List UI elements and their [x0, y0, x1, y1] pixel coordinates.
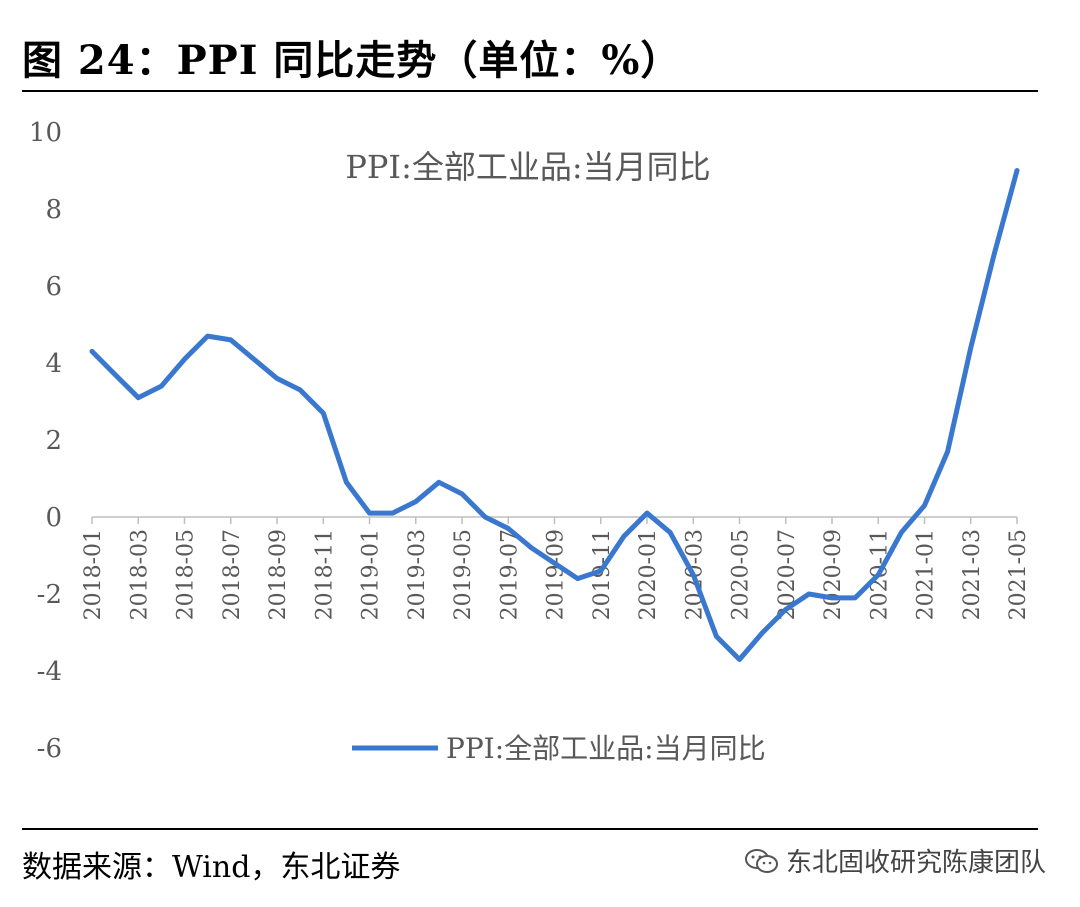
y-tick-label: -4 [37, 657, 62, 687]
legend-entry: PPI:全部工业品:当月同比 [446, 732, 766, 765]
x-tick-label: 2018-11 [312, 529, 337, 620]
x-tick-label: 2021-03 [960, 529, 985, 620]
wechat-icon [744, 848, 778, 873]
y-tick-label: 10 [29, 118, 62, 148]
y-tick-label: 4 [45, 349, 62, 379]
figure-title: 图 24：PPI 同比走势（单位：%） [22, 37, 682, 84]
y-tick-label: -2 [37, 580, 62, 610]
y-tick-label: -6 [37, 734, 62, 764]
x-tick-label: 2019-07 [497, 529, 522, 620]
y-tick-label: 8 [45, 195, 62, 225]
y-tick-label: 2 [45, 426, 62, 456]
x-tick-label: 2019-05 [451, 529, 476, 620]
y-axis-ticks: 10 8 6 4 2 0 -2 -4 -6 [29, 118, 62, 764]
x-axis [91, 516, 1018, 524]
legend: PPI:全部工业品:当月同比 [352, 732, 766, 765]
top-rule [22, 90, 1038, 92]
watermark-text: 东北固收研究陈康团队 [785, 848, 1046, 878]
x-tick-label: 2018-03 [127, 529, 152, 620]
x-tick-label: 2019-09 [544, 529, 569, 620]
chart-title: PPI:全部工业品:当月同比 [345, 148, 710, 186]
x-tick-label: 2018-09 [266, 529, 291, 620]
y-tick-label: 6 [45, 272, 62, 302]
x-tick-label: 2018-01 [81, 529, 106, 620]
x-tick-label: 2018-07 [220, 529, 245, 620]
x-tick-label: 2020-05 [729, 529, 754, 620]
x-tick-label: 2020-01 [636, 529, 661, 620]
x-tick-label: 2021-01 [914, 529, 939, 620]
x-tick-label: 2020-09 [821, 529, 846, 620]
x-tick-label: 2021-05 [1006, 529, 1031, 620]
source-note: 数据来源：Wind，东北证券 [22, 850, 401, 885]
x-tick-label: 2019-01 [359, 529, 384, 620]
x-tick-label: 2019-03 [405, 529, 430, 620]
series-line-ppi [89, 168, 1020, 662]
y-tick-label: 0 [45, 503, 62, 533]
watermark: 东北固收研究陈康团队 [744, 842, 1046, 879]
bottom-rule [22, 828, 1038, 830]
x-axis-ticks: 2018-01 2018-03 2018-05 2018-07 2018-09 2018-… [81, 529, 1031, 620]
x-tick-label: 2018-05 [174, 529, 199, 620]
